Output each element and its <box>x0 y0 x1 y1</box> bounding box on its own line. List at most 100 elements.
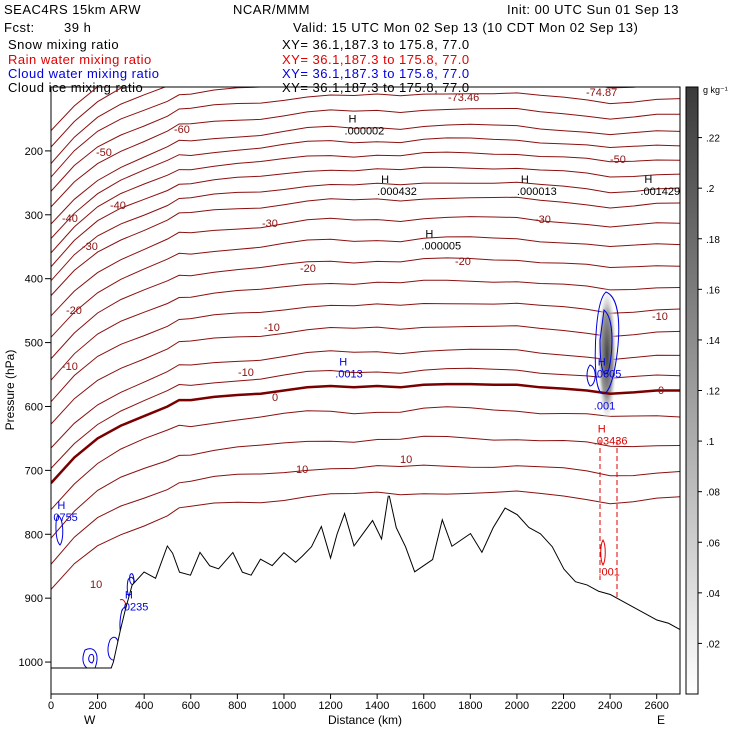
maximum-value: .000013 <box>517 186 557 198</box>
isotherm-label: -20 <box>455 256 471 268</box>
maximum-value: .03436 <box>594 435 628 447</box>
x-tick-label: 2600 <box>644 700 668 712</box>
x-tick-label: 1200 <box>318 700 342 712</box>
isotherm-label: -10 <box>264 322 280 334</box>
x-tick-label: 1000 <box>272 700 296 712</box>
y-tick-label: 400 <box>25 274 43 286</box>
y-tick-label: 700 <box>25 465 43 477</box>
isotherm-line <box>51 257 680 360</box>
x-tick-label: 2000 <box>505 700 529 712</box>
x-axis-label: Distance (km) <box>328 713 402 727</box>
x-tick-label: 0 <box>48 700 54 712</box>
x-axis: 0 200 400 600 800 1000 1200 1400 1600 1800 2000 220… <box>48 694 669 712</box>
y-tick-label: 900 <box>25 593 43 605</box>
maximum-value: .0235 <box>121 602 149 614</box>
valid-time: Valid: 15 UTC Mon 02 Sep 13 (10 CDT Mon … <box>293 20 639 35</box>
isotherm-label: 0 <box>272 392 278 404</box>
colorbar-tick-label: .08 <box>706 488 720 499</box>
field-name-cloud-water: Cloud water mixing ratio <box>8 66 160 81</box>
fcst-value: 39 h <box>64 20 92 35</box>
isotherm-line <box>51 435 680 539</box>
isotherm-line <box>51 216 680 317</box>
isotherm-label: -20 <box>300 263 316 275</box>
y-tick-label: 800 <box>25 529 43 541</box>
x-tick-label: 400 <box>135 700 153 712</box>
isotherm-line <box>51 464 680 565</box>
isotherm-label: -50 <box>96 147 112 159</box>
field-xy-cloud-water: XY= 36.1,187.3 to 175.8, 77.0 <box>282 66 470 81</box>
maximum-value: .000432 <box>377 186 417 198</box>
maximum-mark: H <box>349 114 357 126</box>
isotherm-label: -10 <box>238 367 254 379</box>
isotherm-line <box>51 166 680 268</box>
isotherm-line <box>51 87 642 178</box>
isotherm-line <box>51 151 680 254</box>
colorbar-tick-label: .1 <box>706 437 715 448</box>
y-tick-label: 1000 <box>19 657 43 669</box>
y-tick-label: 200 <box>25 146 43 158</box>
x-tick-label: 2400 <box>598 700 622 712</box>
isotherm-line <box>51 348 680 449</box>
snow-shading <box>597 285 617 425</box>
isotherm-line <box>51 137 680 239</box>
maximum-mark: H <box>425 229 433 241</box>
maxima-labels: H.000002H.000432H.000013H.001429H.000005… <box>53 114 680 614</box>
colorbar-tick-label: .22 <box>706 134 720 145</box>
isotherm-label: -10 <box>62 361 78 373</box>
isotherm-label: -30 <box>262 218 278 230</box>
colorbar-tick-label: .02 <box>706 639 720 650</box>
maximum-value: .001429 <box>640 186 680 198</box>
isotherm-line <box>51 367 680 469</box>
model-name: SEAC4RS 15km ARW <box>4 2 142 17</box>
isotherm-label: -73.46 <box>448 92 479 104</box>
isotherm-label: -20 <box>66 305 82 317</box>
isotherm-label: 10 <box>90 579 102 591</box>
x-axis-west-label: W <box>84 713 96 727</box>
maximum-value: .0605 <box>594 368 622 380</box>
x-axis-east-label: E <box>657 713 665 727</box>
maximum-mark: H <box>598 356 606 368</box>
field-name-snow: Snow mixing ratio <box>8 37 120 52</box>
maximum-mark: H <box>381 174 389 186</box>
isotherm-label-group: -60 -50 -50 -40 -40 -30 -30 -30 -20 -20 … <box>62 87 668 591</box>
isotherm-label: -40 <box>110 200 126 212</box>
init-time: Init: 00 UTC Sun 01 Sep 13 <box>507 2 679 17</box>
isotherm-label: 0 <box>658 385 664 397</box>
x-tick-label: 2200 <box>551 700 575 712</box>
x-tick-label: 200 <box>88 700 106 712</box>
y-tick-label: 600 <box>25 401 43 413</box>
maximum-mark: H <box>57 500 65 512</box>
maximum-value: .000005 <box>421 241 461 253</box>
fcst-label: Fcst: <box>4 20 35 35</box>
isotherm-line <box>51 236 680 338</box>
colorbar-tick-label: .14 <box>706 336 720 347</box>
isotherm-label: 10 <box>296 464 308 476</box>
colorbar <box>685 86 699 695</box>
isotherm-label: -30 <box>535 214 551 226</box>
maximum-value: .0013 <box>335 368 363 380</box>
org-name: NCAR/MMM <box>233 2 310 17</box>
isotherm-label: -10 <box>652 311 668 323</box>
x-tick-label: 1600 <box>411 700 435 712</box>
y-tick-label: 300 <box>25 210 43 222</box>
colorbar-unit: g kg⁻¹ <box>703 85 728 95</box>
colorbar-tick-label: .06 <box>706 538 720 549</box>
isotherm-line <box>51 325 680 425</box>
isotherm-line <box>51 196 680 296</box>
maximum-value: .001 <box>594 400 615 412</box>
isotherm-line <box>51 123 680 225</box>
isotherm-line <box>51 87 167 164</box>
colorbar-tick-label: .16 <box>706 285 720 296</box>
field-xy-snow: XY= 36.1,187.3 to 175.8, 77.0 <box>282 37 470 52</box>
field-xy-rain: XY= 36.1,187.3 to 175.8, 77.0 <box>282 52 470 67</box>
colorbar-tick-label: .18 <box>706 235 720 246</box>
colorbar-ticks: .02 .04 .06 .08 .1 .12 .14 .16 .18 .2 .22 <box>698 134 720 650</box>
maximum-mark: H <box>521 174 529 186</box>
x-tick-label: 1800 <box>458 700 482 712</box>
field-name-rain: Rain water mixing ratio <box>8 52 152 67</box>
isotherm-line <box>51 406 680 510</box>
maximum-mark: H <box>644 174 652 186</box>
maximum-mark: H <box>598 423 606 435</box>
colorbar-tick-label: .04 <box>706 589 720 600</box>
